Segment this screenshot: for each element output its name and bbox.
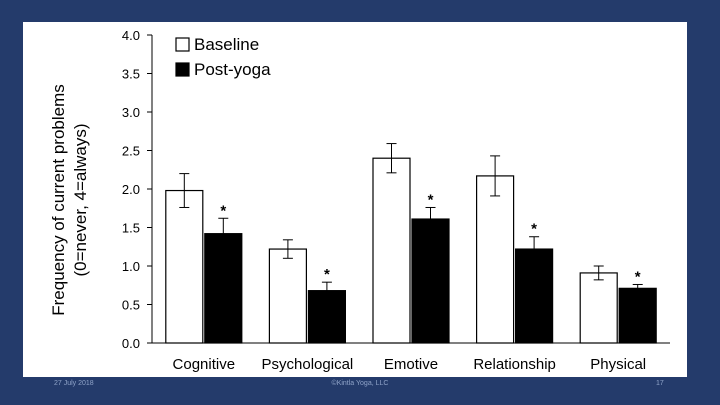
x-tick-label: Relationship (473, 356, 556, 373)
legend: Baseline Post-yoga (175, 35, 271, 79)
y-tick-label: 2.0 (122, 182, 140, 197)
legend-label-baseline: Baseline (194, 35, 259, 54)
y-tick-label: 3.5 (122, 67, 140, 82)
post-yoga-bar (411, 218, 450, 344)
slide-panel (23, 22, 687, 377)
significance-marker: * (531, 221, 537, 238)
baseline-bar (372, 157, 411, 344)
y-axis-label-group: Frequency of current problems (0=never, … (49, 84, 90, 316)
y-tick-label: 1.0 (122, 259, 140, 274)
x-tick-label: Physical (590, 356, 646, 373)
y-tick-label: 3.0 (122, 105, 140, 120)
footer-page-number: 17 (656, 380, 664, 387)
y-tick-label: 1.5 (122, 221, 140, 236)
post-yoga-bar (618, 287, 657, 344)
significance-marker: * (220, 202, 226, 219)
y-tick-label: 2.5 (122, 144, 140, 159)
y-axis-label-line-2: (0=never, 4=always) (71, 123, 90, 276)
significance-marker: * (428, 191, 434, 208)
x-tick-label: Emotive (384, 356, 438, 373)
baseline-bar (476, 175, 515, 344)
legend-label-post-yoga: Post-yoga (194, 60, 271, 79)
y-axis-label-line-1: Frequency of current problems (49, 84, 68, 316)
legend-swatch-baseline (175, 37, 190, 52)
y-tick-label: 0.0 (122, 336, 140, 351)
y-ticks: 0.0 0.5 1.0 1.5 2.0 2.5 3.0 3.5 4.0 (122, 28, 152, 351)
baseline-bar (165, 189, 204, 344)
significance-marker: * (635, 268, 641, 285)
bars: * * * * * (165, 143, 657, 344)
legend-swatch-post-yoga (175, 62, 190, 77)
x-tick-labels: Cognitive Psychological Emotive Relationshi… (173, 356, 647, 373)
post-yoga-bar (514, 248, 554, 344)
x-tick-label: Psychological (262, 356, 354, 373)
footer-copyright: ©Kintla Yoga, LLC (331, 380, 389, 387)
x-tick-label: Cognitive (173, 356, 236, 373)
baseline-bar (268, 248, 307, 344)
significance-marker: * (324, 266, 330, 283)
post-yoga-bar (204, 233, 243, 344)
y-tick-label: 0.5 (122, 298, 140, 313)
baseline-bar (579, 272, 618, 344)
y-tick-label: 4.0 (122, 28, 140, 43)
footer-date: 27 July 2018 (54, 380, 94, 387)
